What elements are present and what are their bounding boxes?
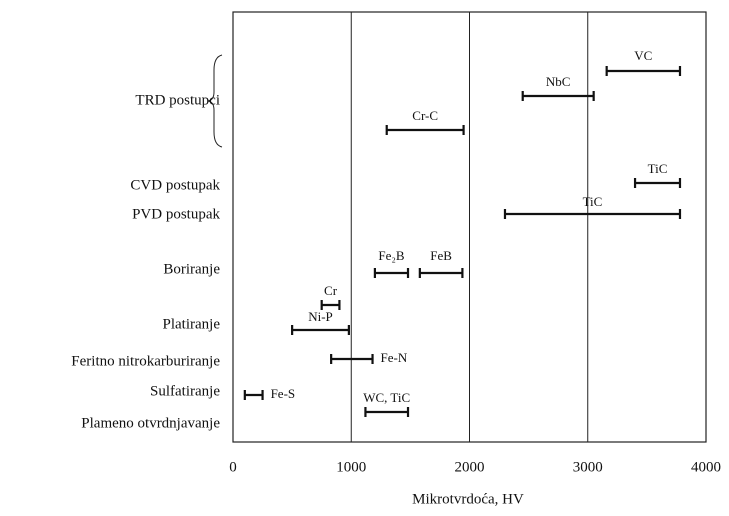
range-bar: [364, 407, 410, 417]
range-bar: [373, 268, 410, 278]
bar-label: FeB: [430, 248, 452, 263]
bar-label: Ni-P: [308, 309, 333, 324]
category-label: Boriranje: [163, 261, 220, 277]
range-bar: [330, 354, 374, 364]
bar-label: Fe-N: [381, 350, 408, 365]
category-label: Feritno nitrokarburiranje: [71, 353, 220, 369]
bar-label: Cr-C: [412, 108, 438, 123]
category-label: Plameno otvrdnjavanje: [81, 415, 220, 431]
x-tick-label: 3000: [573, 459, 603, 475]
range-bar: [418, 268, 464, 278]
bar-label: TiC: [583, 194, 603, 209]
brace: [207, 54, 223, 148]
range-bar: [521, 91, 595, 101]
bar-label: Fe₂B: [378, 248, 405, 263]
bar-label: VC: [634, 48, 652, 63]
range-bar: [503, 209, 682, 219]
bar-label: WC, TiC: [363, 390, 410, 405]
bar-label: NbC: [546, 74, 571, 89]
range-bar: [633, 178, 682, 188]
category-label: TRD postupci: [135, 92, 220, 108]
bar-label: Fe-S: [271, 386, 296, 401]
range-bar: [243, 390, 264, 400]
category-label: PVD postupak: [132, 206, 220, 222]
x-tick-label: 4000: [691, 459, 721, 475]
bar-label: TiC: [648, 161, 668, 176]
x-tick-label: 2000: [455, 459, 485, 475]
range-bar: [320, 300, 341, 310]
category-label: Sulfatiranje: [150, 383, 220, 399]
category-label: Platiranje: [163, 316, 221, 332]
range-bar: [291, 325, 350, 335]
range-bar: [605, 66, 682, 76]
x-tick-label: 1000: [336, 459, 366, 475]
x-tick-label: 0: [229, 459, 237, 475]
category-label: CVD postupak: [130, 177, 220, 193]
x-axis-label: Mikrotvrdoća, HV: [412, 491, 524, 507]
range-bar: [385, 125, 465, 135]
bar-label: Cr: [324, 283, 338, 298]
